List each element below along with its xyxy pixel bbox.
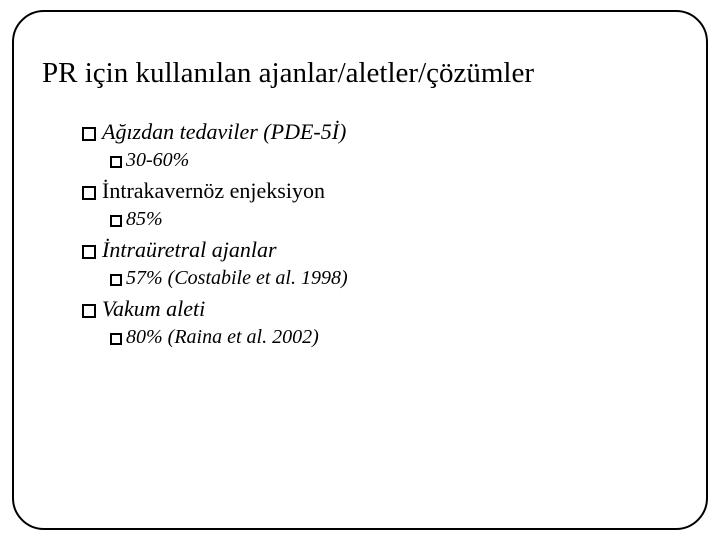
item-label: Vakum aleti	[102, 296, 205, 322]
item-label: İntraüretral ajanlar	[102, 237, 277, 263]
square-bullet-icon	[82, 245, 96, 259]
square-bullet-icon	[110, 333, 122, 345]
square-bullet-icon	[82, 127, 96, 141]
list-item: İntrakavernöz enjeksiyon 85%	[82, 178, 678, 231]
item-label: Ağızdan tedaviler (PDE-5İ)	[102, 119, 346, 145]
sub-list: 57% (Costabile et al. 1998)	[110, 267, 678, 290]
sub-item-label: 57% (Costabile et al. 1998)	[126, 267, 348, 290]
sub-list: 80% (Raina et al. 2002)	[110, 326, 678, 349]
sub-list-item: 80% (Raina et al. 2002)	[110, 326, 678, 349]
sub-list-item: 30-60%	[110, 149, 678, 172]
sub-item-label: 30-60%	[126, 149, 189, 172]
square-bullet-icon	[110, 274, 122, 286]
item-label: İntrakavernöz enjeksiyon	[102, 178, 325, 204]
square-bullet-icon	[110, 215, 122, 227]
sub-item-label: 80% (Raina et al. 2002)	[126, 326, 319, 349]
slide-title: PR için kullanılan ajanlar/aletler/çözüm…	[42, 56, 678, 91]
slide: PR için kullanılan ajanlar/aletler/çözüm…	[0, 0, 720, 540]
sub-list: 85%	[110, 208, 678, 231]
sub-item-label: 85%	[126, 208, 163, 231]
sub-list-item: 85%	[110, 208, 678, 231]
list-item: Vakum aleti 80% (Raina et al. 2002)	[82, 296, 678, 349]
square-bullet-icon	[110, 156, 122, 168]
square-bullet-icon	[82, 304, 96, 318]
sub-list-item: 57% (Costabile et al. 1998)	[110, 267, 678, 290]
list-item: Ağızdan tedaviler (PDE-5İ) 30-60%	[82, 119, 678, 172]
list-item: İntraüretral ajanlar 57% (Costabile et a…	[82, 237, 678, 290]
sub-list: 30-60%	[110, 149, 678, 172]
rounded-frame: PR için kullanılan ajanlar/aletler/çözüm…	[12, 10, 708, 530]
bullet-list: Ağızdan tedaviler (PDE-5İ) 30-60% İntrak…	[82, 119, 678, 349]
square-bullet-icon	[82, 186, 96, 200]
